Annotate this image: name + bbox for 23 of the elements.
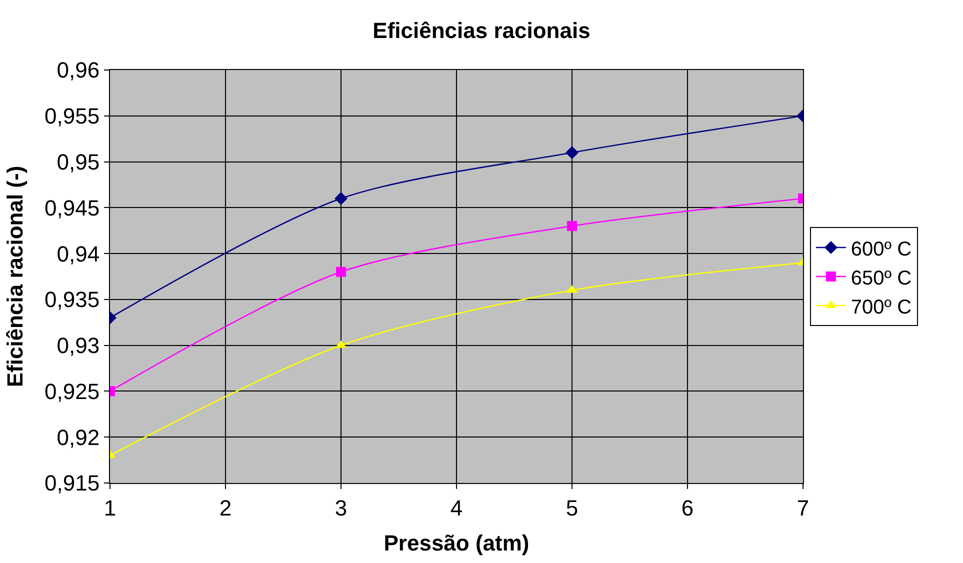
x-tick-label: 1	[104, 495, 116, 520]
y-tick-label: 0,92	[56, 424, 100, 450]
y-tick-label: 0,955	[44, 104, 100, 129]
y-tick-label: 0,925	[44, 378, 100, 404]
x-tick-label: 3	[334, 495, 348, 520]
x-axis-title: Pressão (atm)	[384, 530, 530, 556]
y-tick-label: 0,935	[44, 287, 100, 312]
y-tick-label: 0,915	[44, 470, 100, 496]
x-tick-label: 6	[681, 495, 694, 520]
x-tick-label: 5	[566, 495, 578, 520]
x-tick-label: 4	[450, 495, 463, 520]
y-tick-label: 0,94	[56, 241, 100, 266]
legend-label: 700º C	[850, 296, 912, 318]
y-tick-label: 0,945	[44, 195, 100, 220]
legend-label: 650º C	[850, 267, 912, 290]
x-tick-label: 7	[796, 495, 810, 520]
legend-label: 600º C	[850, 238, 912, 260]
chart-title: Eficiências racionais	[372, 18, 590, 43]
y-axis-title: Eficiência racional (-)	[2, 166, 28, 388]
y-tick-label: 0,96	[56, 58, 100, 83]
y-tick-label: 0,95	[56, 149, 100, 174]
y-tick-label: 0,93	[56, 333, 100, 358]
x-tick-label: 2	[219, 495, 232, 520]
